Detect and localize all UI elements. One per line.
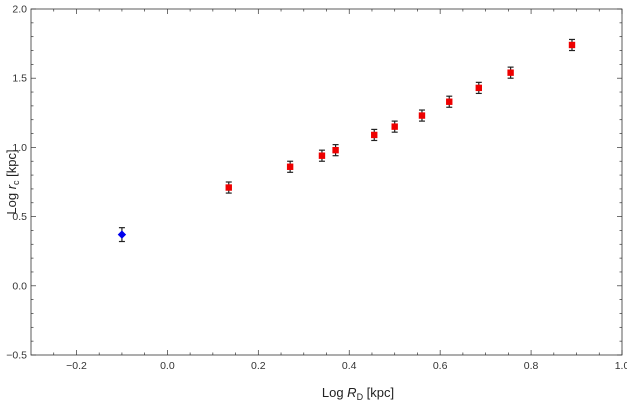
square-marker bbox=[418, 112, 426, 119]
x-tick-label: −0.2 bbox=[66, 360, 87, 372]
x-tick-label: 0.0 bbox=[160, 360, 175, 372]
square-marker bbox=[475, 84, 482, 92]
tick-labels: −0.2 0.0 0.2 0.4 0.6 0.8 1.0 −0.5 0.0 0.5 1.0 1.5 2.… bbox=[6, 4, 627, 373]
square-point bbox=[225, 181, 232, 194]
x-tick-label: 0.4 bbox=[342, 360, 357, 372]
x-tick-label: 0.8 bbox=[524, 360, 539, 372]
square-marker bbox=[332, 146, 339, 154]
data-points bbox=[117, 38, 576, 243]
square-point bbox=[475, 81, 482, 95]
square-marker bbox=[568, 41, 576, 49]
y-tick-label: 0.0 bbox=[12, 280, 27, 292]
square-point bbox=[568, 38, 576, 52]
square-marker bbox=[371, 131, 378, 139]
diamond-marker bbox=[117, 230, 127, 239]
x-tick-label: 0.2 bbox=[251, 360, 266, 372]
x-axis-label: Log RD [kpc] bbox=[322, 385, 394, 402]
square-marker bbox=[391, 123, 398, 130]
x-tick-label: 1.0 bbox=[615, 360, 627, 372]
square-point bbox=[286, 160, 294, 173]
square-point bbox=[332, 144, 339, 157]
axis-ticks bbox=[31, 8, 623, 356]
square-point bbox=[371, 128, 378, 142]
plot-frame bbox=[30, 8, 623, 356]
diamond-point bbox=[117, 227, 127, 243]
square-marker bbox=[446, 98, 453, 105]
square-marker bbox=[318, 152, 326, 159]
square-point bbox=[318, 149, 326, 162]
square-point bbox=[391, 120, 398, 133]
y-tick-label: 1.0 bbox=[12, 142, 27, 154]
square-marker bbox=[507, 69, 514, 76]
y-axis-label: Log rc [kpc] bbox=[4, 149, 21, 214]
y-tick-label: 0.5 bbox=[12, 211, 27, 223]
square-marker bbox=[286, 163, 294, 170]
x-tick-label: 0.6 bbox=[433, 360, 448, 372]
y-tick-label: −0.5 bbox=[6, 350, 27, 362]
y-tick-label: 1.5 bbox=[12, 73, 27, 85]
square-marker bbox=[225, 184, 232, 191]
square-point bbox=[446, 95, 453, 108]
square-point bbox=[418, 109, 426, 122]
square-point bbox=[507, 66, 514, 79]
y-tick-label: 2.0 bbox=[12, 4, 27, 16]
